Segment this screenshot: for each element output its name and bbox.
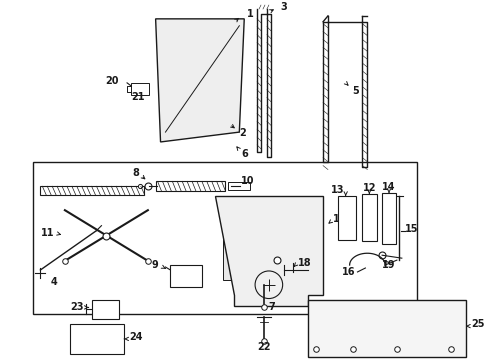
Text: 23: 23 (70, 302, 84, 312)
Bar (338, 196, 356, 240)
Text: 18: 18 (298, 258, 312, 268)
Bar (171, 265, 202, 287)
Polygon shape (156, 19, 244, 142)
Bar (40, 186, 144, 195)
Text: 10: 10 (241, 176, 255, 186)
Bar (259, 285, 269, 291)
Text: 17: 17 (333, 214, 346, 224)
Text: 5: 5 (353, 86, 359, 96)
Bar (156, 181, 224, 191)
Text: 13: 13 (331, 185, 344, 195)
Bar (363, 194, 377, 242)
Text: 21: 21 (131, 92, 145, 102)
Text: 6: 6 (241, 149, 247, 159)
Text: 11: 11 (41, 228, 54, 238)
Text: 8: 8 (132, 168, 139, 179)
Bar (32, 162, 416, 314)
Text: 1: 1 (247, 9, 254, 19)
Text: 20: 20 (106, 76, 119, 86)
Bar (92, 300, 119, 319)
Bar (366, 329, 400, 341)
Text: 24: 24 (129, 332, 143, 342)
Text: 22: 22 (257, 342, 270, 352)
Text: 4: 4 (50, 277, 57, 287)
Polygon shape (215, 196, 323, 306)
Text: 25: 25 (472, 319, 485, 329)
Text: 9: 9 (152, 260, 159, 270)
Bar (222, 206, 311, 280)
Bar (323, 329, 358, 341)
Bar (70, 324, 124, 354)
Bar (131, 83, 149, 95)
Bar (228, 182, 250, 190)
Bar (382, 193, 396, 244)
Text: 7: 7 (269, 302, 275, 312)
Text: 12: 12 (363, 183, 376, 193)
Text: 15: 15 (405, 224, 418, 234)
Text: 2: 2 (239, 128, 246, 138)
Text: 16: 16 (342, 267, 356, 277)
Text: 19: 19 (382, 260, 396, 270)
Bar (323, 307, 392, 323)
Text: 3: 3 (281, 2, 288, 12)
Bar (308, 300, 466, 357)
Text: 14: 14 (382, 182, 396, 192)
